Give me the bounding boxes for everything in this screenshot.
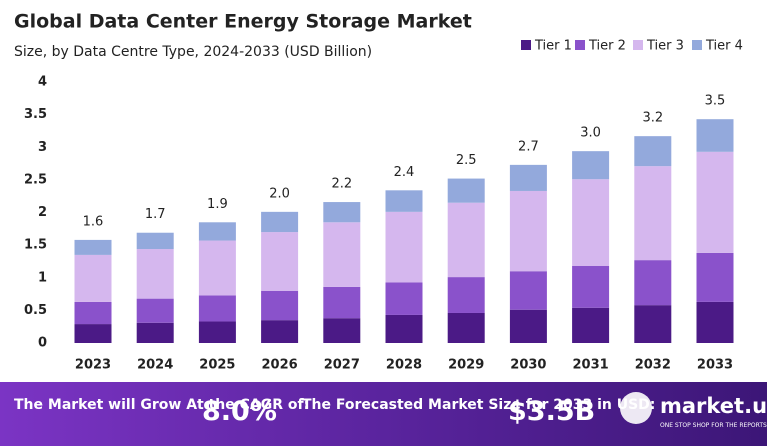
- bar-segment: [261, 290, 299, 321]
- legend-swatch: [575, 40, 585, 50]
- legend-swatch: [692, 40, 702, 50]
- cagr-caption: The Market will Grow At the CAGR of:: [14, 397, 310, 413]
- bar-segment: [509, 309, 547, 343]
- bar-segment: [74, 324, 112, 343]
- bar-segment: [74, 254, 112, 302]
- footer-banner: The Market will Grow At the CAGR of: 8.0…: [0, 382, 767, 446]
- forecast-value: $3.5B: [508, 396, 596, 427]
- bar-segment: [634, 136, 672, 167]
- total-label: 2.0: [269, 186, 290, 201]
- bar-segment: [136, 322, 174, 343]
- y-tick-label: 1: [38, 270, 47, 285]
- total-label: 3.0: [580, 126, 601, 141]
- x-tick-label: 2032: [635, 358, 671, 373]
- total-label: 2.2: [331, 177, 352, 192]
- y-tick-label: 2.5: [24, 172, 47, 187]
- bar-segment: [385, 282, 423, 315]
- bar-segment: [198, 240, 236, 296]
- bar-segment: [696, 252, 734, 302]
- bar-segment: [447, 202, 485, 278]
- bar-segment: [323, 318, 361, 343]
- y-tick-label: 3: [38, 140, 47, 155]
- legend-label: Tier 1: [534, 39, 572, 54]
- bar-segment: [261, 320, 299, 343]
- bar-segment: [447, 312, 485, 343]
- forecast-caption: The Forecasted Market Size for 2033 in U…: [302, 397, 656, 413]
- total-label: 1.6: [83, 214, 104, 229]
- bar-segment: [323, 286, 361, 319]
- total-label: 3.2: [642, 111, 663, 126]
- y-tick-label: 3.5: [24, 107, 47, 122]
- total-label: 2.7: [518, 139, 539, 154]
- x-tick-label: 2033: [697, 358, 733, 373]
- brand-tagline: ONE STOP SHOP FOR THE REPORTS: [660, 422, 767, 429]
- bar-segment: [323, 222, 361, 287]
- bar-segment: [572, 151, 610, 180]
- bar-segment: [572, 307, 610, 343]
- y-tick-label: 0: [38, 336, 47, 351]
- x-tick-label: 2031: [573, 358, 609, 373]
- bar-segment: [385, 314, 423, 343]
- bar-segment: [696, 119, 734, 152]
- bar-segment: [198, 222, 236, 241]
- chart-title: Global Data Center Energy Storage Market: [14, 11, 472, 33]
- legend-label: Tier 4: [705, 39, 743, 54]
- bar-segment: [261, 211, 299, 233]
- bar-segment: [136, 298, 174, 323]
- x-tick-label: 2028: [386, 358, 422, 373]
- bar-segment: [136, 232, 174, 250]
- bar-segment: [198, 321, 236, 343]
- chart-subtitle: Size, by Data Centre Type, 2024-2033 (US…: [14, 44, 372, 60]
- bar-segment: [572, 266, 610, 308]
- bar-segment: [509, 271, 547, 310]
- legend-swatch: [521, 40, 531, 50]
- x-tick-label: 2027: [324, 358, 360, 373]
- bar-segment: [634, 166, 672, 261]
- bar-segment: [447, 178, 485, 203]
- x-tick-label: 2023: [75, 358, 111, 373]
- bar-segment: [696, 151, 734, 253]
- chart: Global Data Center Energy Storage Market…: [14, 11, 743, 373]
- brand-logo: [620, 392, 652, 424]
- x-tick-label: 2024: [137, 358, 173, 373]
- bar-segment: [136, 249, 174, 299]
- bar-segment: [261, 232, 299, 291]
- x-tick-label: 2029: [448, 358, 484, 373]
- brand-name: market.us: [660, 394, 767, 418]
- bar-segment: [634, 305, 672, 343]
- y-tick-label: 2: [38, 205, 47, 220]
- x-tick-label: 2030: [510, 358, 546, 373]
- total-label: 1.7: [145, 207, 166, 222]
- x-tick-label: 2025: [199, 358, 235, 373]
- bar-segment: [572, 179, 610, 267]
- bar-segment: [634, 260, 672, 306]
- bar-segment: [74, 301, 112, 325]
- bar-segment: [323, 202, 361, 223]
- legend-label: Tier 2: [588, 39, 626, 54]
- legend-swatch: [633, 40, 643, 50]
- bar-segment: [447, 277, 485, 313]
- bar-segment: [509, 190, 547, 272]
- y-tick-label: 4: [38, 75, 47, 90]
- legend-label: Tier 3: [646, 39, 684, 54]
- bar-segment: [509, 164, 547, 191]
- bar-segment: [696, 301, 734, 343]
- y-tick-label: 0.5: [24, 303, 47, 318]
- total-label: 2.5: [456, 153, 477, 168]
- total-label: 3.5: [705, 94, 726, 109]
- bar-segment: [74, 239, 112, 255]
- bar-segment: [198, 295, 236, 322]
- bar-segment: [385, 211, 423, 283]
- total-label: 2.4: [394, 165, 415, 180]
- y-tick-label: 1.5: [24, 238, 47, 253]
- bar-segment: [385, 190, 423, 212]
- x-tick-label: 2026: [262, 358, 298, 373]
- total-label: 1.9: [207, 197, 228, 212]
- cagr-value: 8.0%: [202, 396, 277, 427]
